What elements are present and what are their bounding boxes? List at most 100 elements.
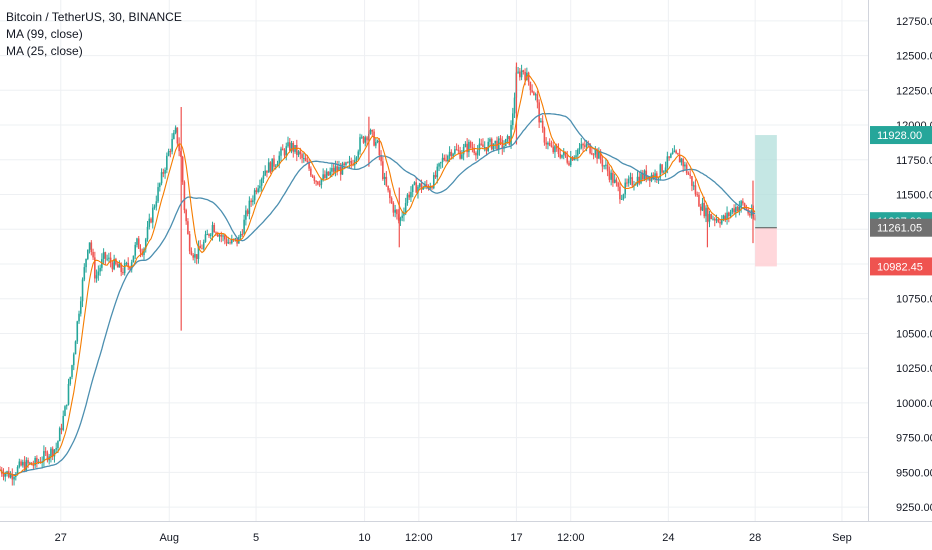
y-tick-label: 12750.00	[896, 16, 932, 28]
candle-body	[569, 156, 572, 166]
candle-body	[634, 184, 637, 186]
candle-body	[677, 153, 679, 155]
candle-body	[392, 203, 395, 213]
candle-body	[576, 149, 579, 156]
candle-body	[287, 142, 289, 147]
y-tick-label: 9750.00	[896, 433, 932, 445]
candle-body	[130, 262, 133, 270]
symbol-title[interactable]: Bitcoin / TetherUS, 30, BINANCE	[6, 10, 182, 24]
candle-body	[457, 149, 460, 151]
ma99-legend[interactable]: MA (99, close)	[6, 27, 83, 41]
candle-body	[78, 313, 80, 322]
x-tick-label: 17	[510, 532, 522, 544]
candle-body	[735, 206, 737, 213]
candle-body	[678, 154, 681, 163]
candle-body	[612, 172, 614, 183]
candle-body	[555, 146, 558, 149]
candle-body	[248, 200, 251, 214]
candle-body	[216, 233, 219, 237]
candle-body	[357, 151, 360, 158]
candle-body	[306, 161, 309, 163]
loss-zone	[755, 227, 777, 267]
candle-body	[603, 165, 605, 167]
candle-body	[713, 218, 716, 221]
candle-body	[640, 173, 642, 184]
candle-body	[448, 151, 451, 156]
candle-body	[11, 474, 14, 480]
candle-body	[139, 248, 142, 252]
candle-body	[250, 200, 252, 203]
candle-body	[327, 171, 330, 176]
candle-body	[580, 143, 583, 148]
candle-body	[325, 171, 328, 179]
candle-body	[4, 473, 7, 477]
candle-body	[129, 266, 131, 270]
candle-body	[108, 257, 110, 259]
candle-body	[146, 226, 149, 240]
candle-body	[531, 90, 533, 93]
candle-body	[631, 177, 634, 186]
candle-body	[111, 262, 114, 270]
candle-body	[459, 150, 461, 159]
candle-body	[122, 272, 124, 274]
ma99-line	[0, 112, 756, 476]
candle-body	[596, 149, 598, 159]
candle-body	[513, 97, 516, 114]
candle-body	[441, 157, 444, 163]
candle-body	[666, 156, 669, 168]
ma25-legend[interactable]: MA (25, close)	[6, 44, 83, 58]
candle-body	[622, 194, 625, 199]
candle-body	[157, 187, 159, 202]
y-tick-label: 11750.00	[896, 155, 932, 167]
candle-body	[34, 458, 36, 466]
candle-body	[317, 181, 319, 185]
candle-body	[615, 179, 618, 183]
candle-body	[641, 173, 644, 180]
candle-body	[680, 158, 683, 163]
candle-body	[540, 120, 542, 123]
candle-body	[527, 72, 530, 82]
candle-body	[557, 148, 560, 155]
x-tick-label: 5	[253, 532, 259, 544]
candle-body	[359, 137, 361, 152]
candle-body	[218, 234, 221, 237]
candle-body	[90, 242, 93, 252]
candle-body	[371, 129, 374, 132]
x-tick-label: Sep	[832, 532, 852, 544]
x-tick-label: 10	[358, 532, 370, 544]
candle-body	[369, 129, 372, 134]
candle-body	[550, 145, 553, 147]
candle-body	[202, 241, 205, 249]
ma25-line	[0, 73, 756, 477]
candle-body	[411, 184, 414, 193]
candle-body	[87, 249, 89, 259]
candle-body	[43, 451, 45, 462]
candle-body	[670, 154, 672, 158]
candle-body	[245, 210, 247, 220]
candle-body	[95, 275, 98, 279]
candle-body	[462, 146, 465, 155]
candle-body	[584, 145, 586, 147]
candle-body	[299, 151, 302, 155]
profit-zone	[755, 135, 777, 228]
candle-body	[137, 238, 140, 249]
candle-body	[461, 154, 463, 159]
candle-body	[431, 186, 433, 189]
candle-body	[450, 151, 453, 157]
candle-body	[668, 156, 670, 158]
candle-body	[148, 218, 151, 227]
candle-body	[318, 184, 321, 186]
candle-body	[313, 177, 316, 181]
candle-body	[55, 448, 57, 450]
candle-body	[92, 251, 94, 258]
y-tick-label: 9250.00	[896, 502, 932, 514]
candle-body	[311, 175, 314, 178]
candle-body	[315, 180, 317, 182]
candle-body	[36, 458, 38, 463]
candle-body	[76, 321, 79, 342]
candle-body	[267, 162, 270, 173]
candle-body	[466, 143, 468, 153]
candle-body	[364, 137, 367, 143]
candle-body	[436, 166, 439, 178]
